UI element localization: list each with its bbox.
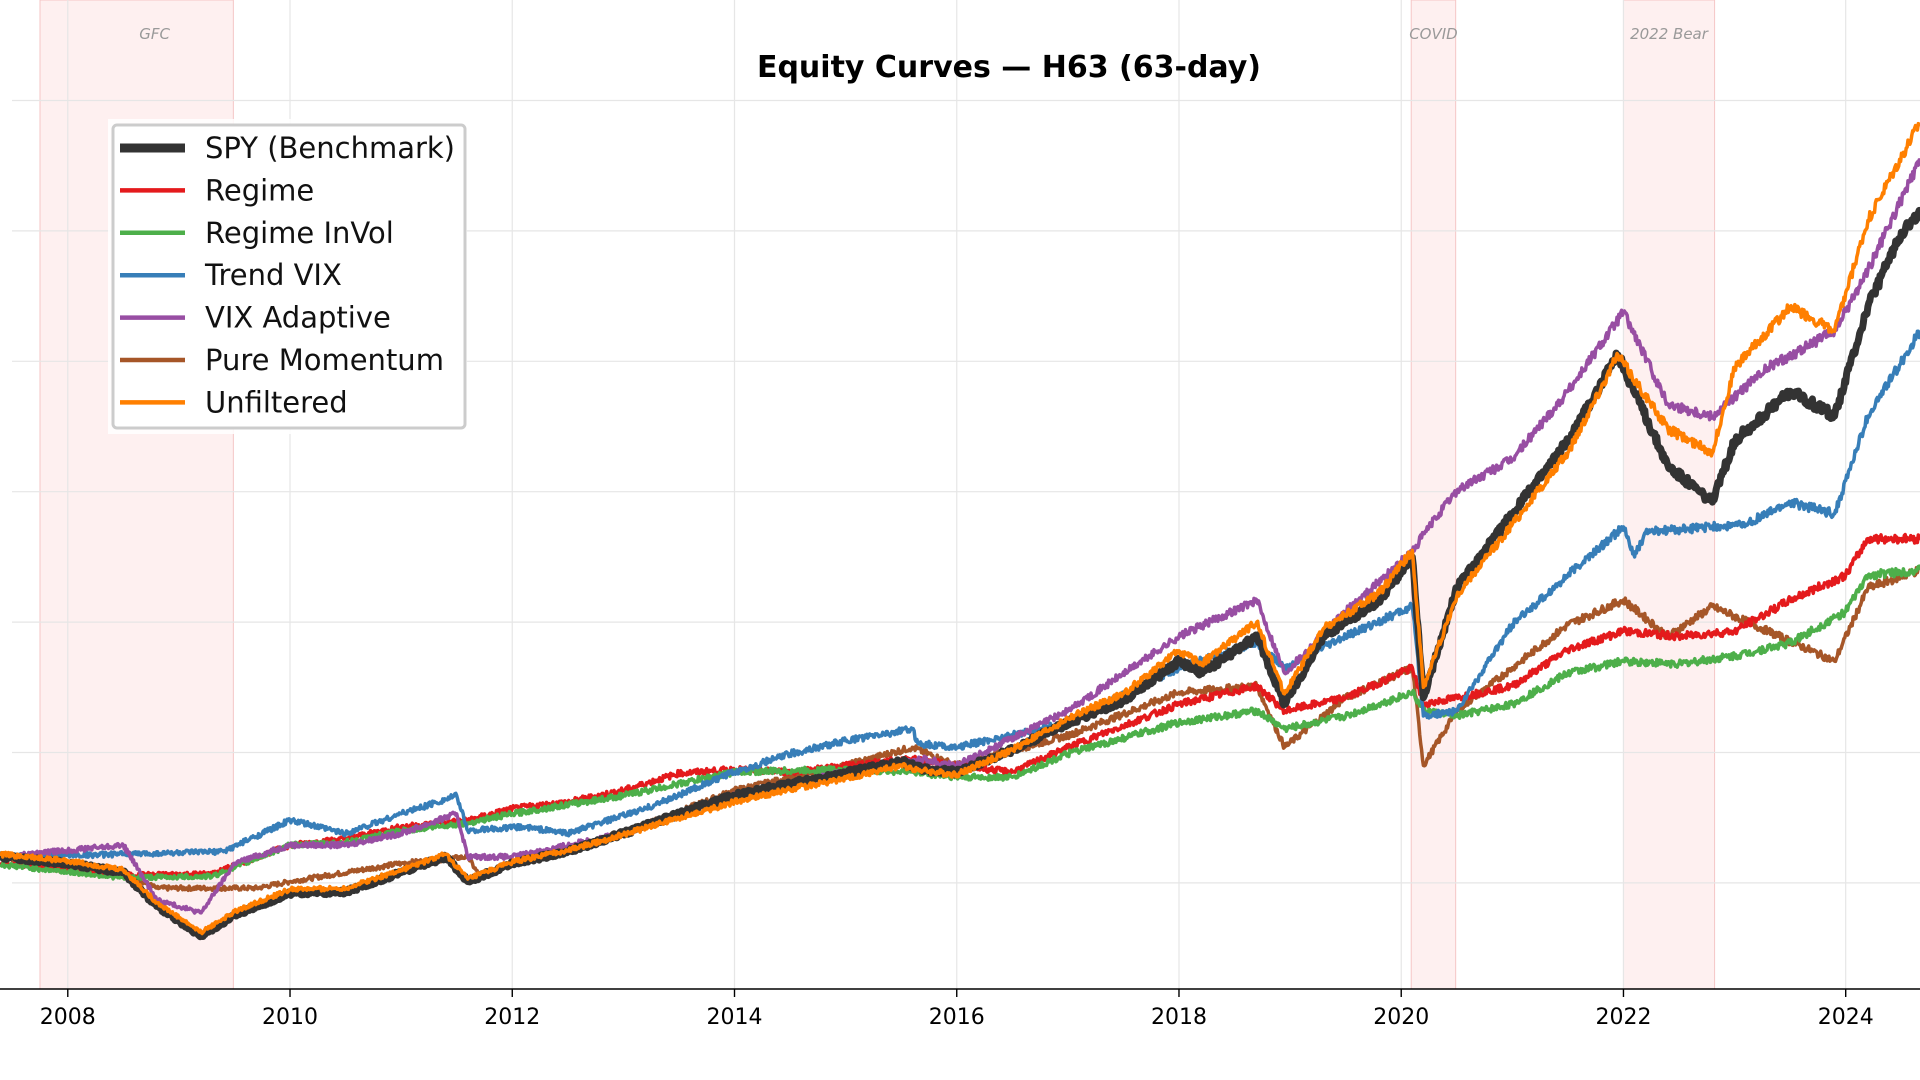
shaded-region-label: 2022 Bear [1630, 25, 1709, 43]
series-lines [0, 121, 1920, 941]
x-tick-label: 2020 [1373, 1005, 1429, 1030]
shaded-region-label: COVID [1409, 25, 1458, 43]
series-line-trend-vix [0, 329, 1920, 861]
legend-label: Trend VIX [204, 258, 342, 292]
gridlines [12, 0, 1920, 989]
shaded-region-label: GFC [139, 25, 170, 43]
legend-label: Pure Momentum [205, 343, 444, 377]
chart-title: Equity Curves — H63 (63-day) [757, 50, 1261, 85]
x-tick-label: 2008 [40, 1005, 96, 1030]
x-tick-label: 2024 [1818, 1005, 1874, 1030]
legend-label: Regime [205, 173, 314, 207]
x-tick-label: 2014 [707, 1005, 763, 1030]
legend-label: SPY (Benchmark) [205, 131, 455, 165]
legend-label: Unfiltered [205, 385, 348, 419]
series-line-unfiltered [0, 121, 1920, 936]
legend-label: Regime InVol [205, 216, 394, 250]
x-tick-label: 2012 [484, 1005, 540, 1030]
x-tick-label: 2022 [1595, 1005, 1651, 1030]
legend: SPY (Benchmark) Regime Regime InVol Trend V… [108, 119, 467, 434]
x-tick-label: 2010 [262, 1005, 318, 1030]
legend-label: VIX Adaptive [205, 301, 391, 335]
x-axis-ticks: 2008 2010 2012 2014 2016 2018 2020 2022 2024 [40, 989, 1874, 1030]
shaded-region [1410, 0, 1457, 990]
x-tick-label: 2016 [929, 1005, 985, 1030]
x-tick-label: 2018 [1151, 1005, 1207, 1030]
legend-box [111, 123, 467, 430]
series-line-vix-adaptive [0, 158, 1920, 915]
